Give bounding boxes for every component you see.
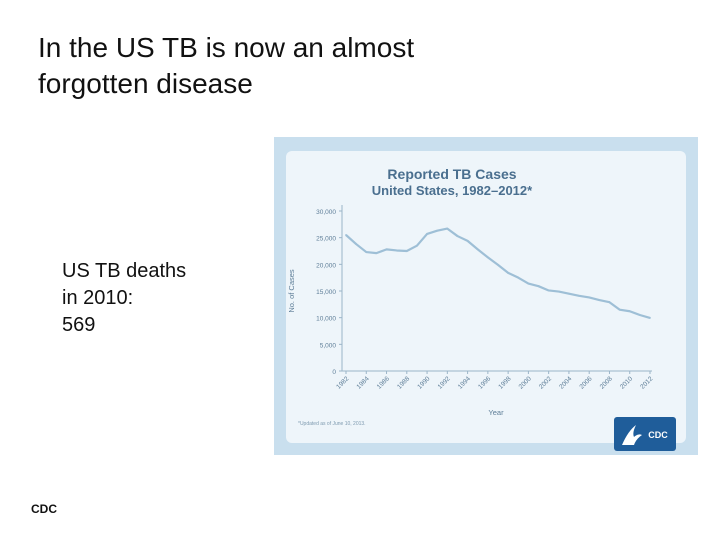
data-point [385,248,388,251]
x-tick-label: 2002 [538,375,553,390]
chart-subtitle: United States, 1982–2012* [372,183,533,198]
y-tick-label: 15,000 [316,289,336,296]
data-point [527,282,530,285]
x-tick-label: 2006 [578,375,593,390]
tb-deaths-note-line-1: US TB deaths [62,260,187,282]
x-tick-label: 1992 [437,375,452,390]
hhs-eagle-icon [622,425,642,445]
tb-deaths-note: US TB deaths in 2010: 569 [62,258,186,339]
y-tick-label: 5,000 [320,342,337,349]
data-point [608,301,611,304]
data-point [456,235,459,237]
slide-title-line-1: In the US TB is now an almost [38,32,415,63]
data-point [507,271,510,274]
x-tick-label: 1986 [376,375,391,390]
x-tick-label: 1982 [335,375,350,390]
y-tick-label: 0 [332,369,336,376]
data-point [446,227,449,230]
chart-panel [286,151,686,443]
data-point [436,229,439,232]
tb-deaths-note-line-2: in 2010: [62,287,134,309]
data-point [355,243,358,245]
data-point [416,244,418,247]
series-line-0 [345,227,651,319]
x-tick-label: 2012 [639,375,654,390]
cdc-logo-text: CDC [648,430,668,440]
x-tick-label: 2004 [558,375,573,390]
x-axis-label: Year [488,408,504,417]
data-point [547,289,550,292]
data-point [568,292,570,295]
data-point [618,308,621,311]
data-point [497,263,499,266]
x-tick-label: 1984 [356,375,371,390]
chart-title: Reported TB Cases [387,166,516,182]
data-point [598,299,601,301]
data-point [476,248,479,251]
data-point [466,239,469,242]
data-point [426,233,428,235]
y-axis-label: No. of Cases [287,269,296,313]
footer-source: CDC [31,502,57,516]
data-point [537,285,540,288]
x-tick-label: 2010 [619,375,634,390]
y-tick-label: 10,000 [316,316,336,323]
x-tick-label: 1998 [497,375,512,390]
data-point [628,310,631,313]
data-point [649,317,651,319]
x-tick-label: 1996 [477,375,492,390]
x-tick-label: 1988 [396,375,411,390]
chart-image-frame: Reported TB Cases United States, 1982–201… [274,137,698,455]
data-point [345,234,347,236]
slide-title-line-2: forgotten disease [38,68,253,99]
data-point [517,276,520,279]
y-tick-label: 30,000 [316,209,336,216]
x-tick-label: 2008 [599,375,614,390]
data-point [405,250,408,252]
data-point [486,256,489,259]
y-tick-label: 25,000 [316,236,336,243]
data-point [395,249,398,252]
x-tick-label: 2000 [518,375,533,390]
slide-title: In the US TB is now an almost forgotten … [38,30,558,102]
tb-deaths-note-line-3: 569 [62,314,96,336]
data-point [638,314,641,316]
data-point [588,296,591,299]
x-tick-label: 1994 [457,375,472,390]
data-point [375,252,378,255]
data-point [365,251,368,253]
x-tick-label: 1990 [416,375,431,390]
data-point [578,294,580,297]
chart-footnote: *Updated as of June 10, 2013. [298,421,366,427]
data-point [557,290,560,293]
y-tick-label: 20,000 [316,262,336,269]
